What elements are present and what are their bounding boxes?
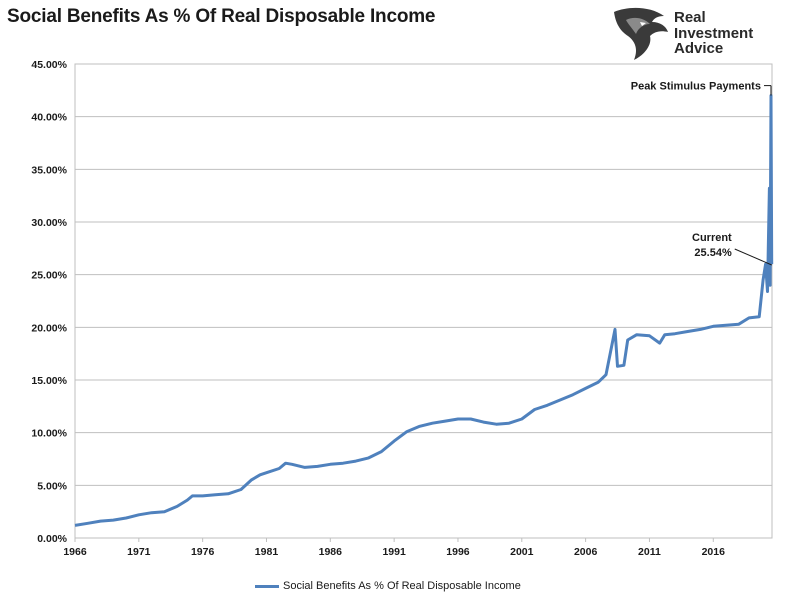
x-tick-label: 1991 [382, 546, 406, 558]
y-tick-label: 10.00% [31, 428, 67, 440]
logo-line-3: Advice [674, 40, 724, 57]
chart-title: Social Benefits As % Of Real Disposable … [7, 6, 436, 27]
plot-area [74, 63, 773, 539]
y-axis: 0.00% 5.00% 10.00% 15.00% 20.00% 25.00% 30.00%… [31, 59, 67, 545]
series-line [74, 94, 774, 527]
annotation-current-leader [734, 248, 772, 266]
eagle-head-icon [614, 7, 668, 60]
logo-line-1: Real [674, 9, 706, 26]
annotation-peak: Peak Stimulus Payments [631, 81, 761, 93]
series-group [74, 94, 774, 527]
legend: Social Benefits As % Of Real Disposable … [255, 580, 521, 592]
y-tick-label: 5.00% [37, 480, 67, 492]
y-tick-label: 35.00% [31, 164, 67, 176]
y-tick-label: 30.00% [31, 217, 67, 229]
y-tick-label: 25.00% [31, 270, 67, 282]
y-tick-label: 15.00% [31, 375, 67, 387]
x-tick-label: 1996 [446, 546, 470, 558]
x-tick-label: 2016 [702, 546, 726, 558]
y-tick-label: 45.00% [31, 59, 67, 71]
logo-text: Real Investment Advice [674, 10, 753, 57]
y-tick-label: 0.00% [37, 533, 67, 545]
annotation-current-line: Current [692, 232, 732, 244]
y-tick-label: 40.00% [31, 112, 67, 124]
legend-swatch [255, 584, 279, 588]
y-gridlines [75, 63, 772, 539]
x-tick-label: 2006 [574, 546, 598, 558]
annotation-current-line: 25.54% [694, 247, 732, 259]
x-tick-label: 1986 [319, 546, 343, 558]
legend-label: Social Benefits As % Of Real Disposable … [283, 580, 521, 592]
x-tick-label: 2011 [638, 546, 661, 558]
logo: Real Investment Advice [610, 6, 780, 64]
x-tick-label: 1966 [63, 546, 87, 558]
y-tick-label: 20.00% [31, 322, 67, 334]
x-tick-label: 1971 [127, 546, 151, 558]
logo-line-2: Investment [674, 24, 754, 42]
x-tick-label: 1981 [255, 546, 279, 558]
x-tick-label: 2001 [510, 546, 534, 558]
annotations: Peak Stimulus Payments Current 25.54% [631, 81, 772, 266]
x-axis: 1966 1971 1976 1981 1986 1991 1996 2001 2006 2011… [63, 538, 725, 558]
x-tick-label: 1976 [191, 546, 215, 558]
